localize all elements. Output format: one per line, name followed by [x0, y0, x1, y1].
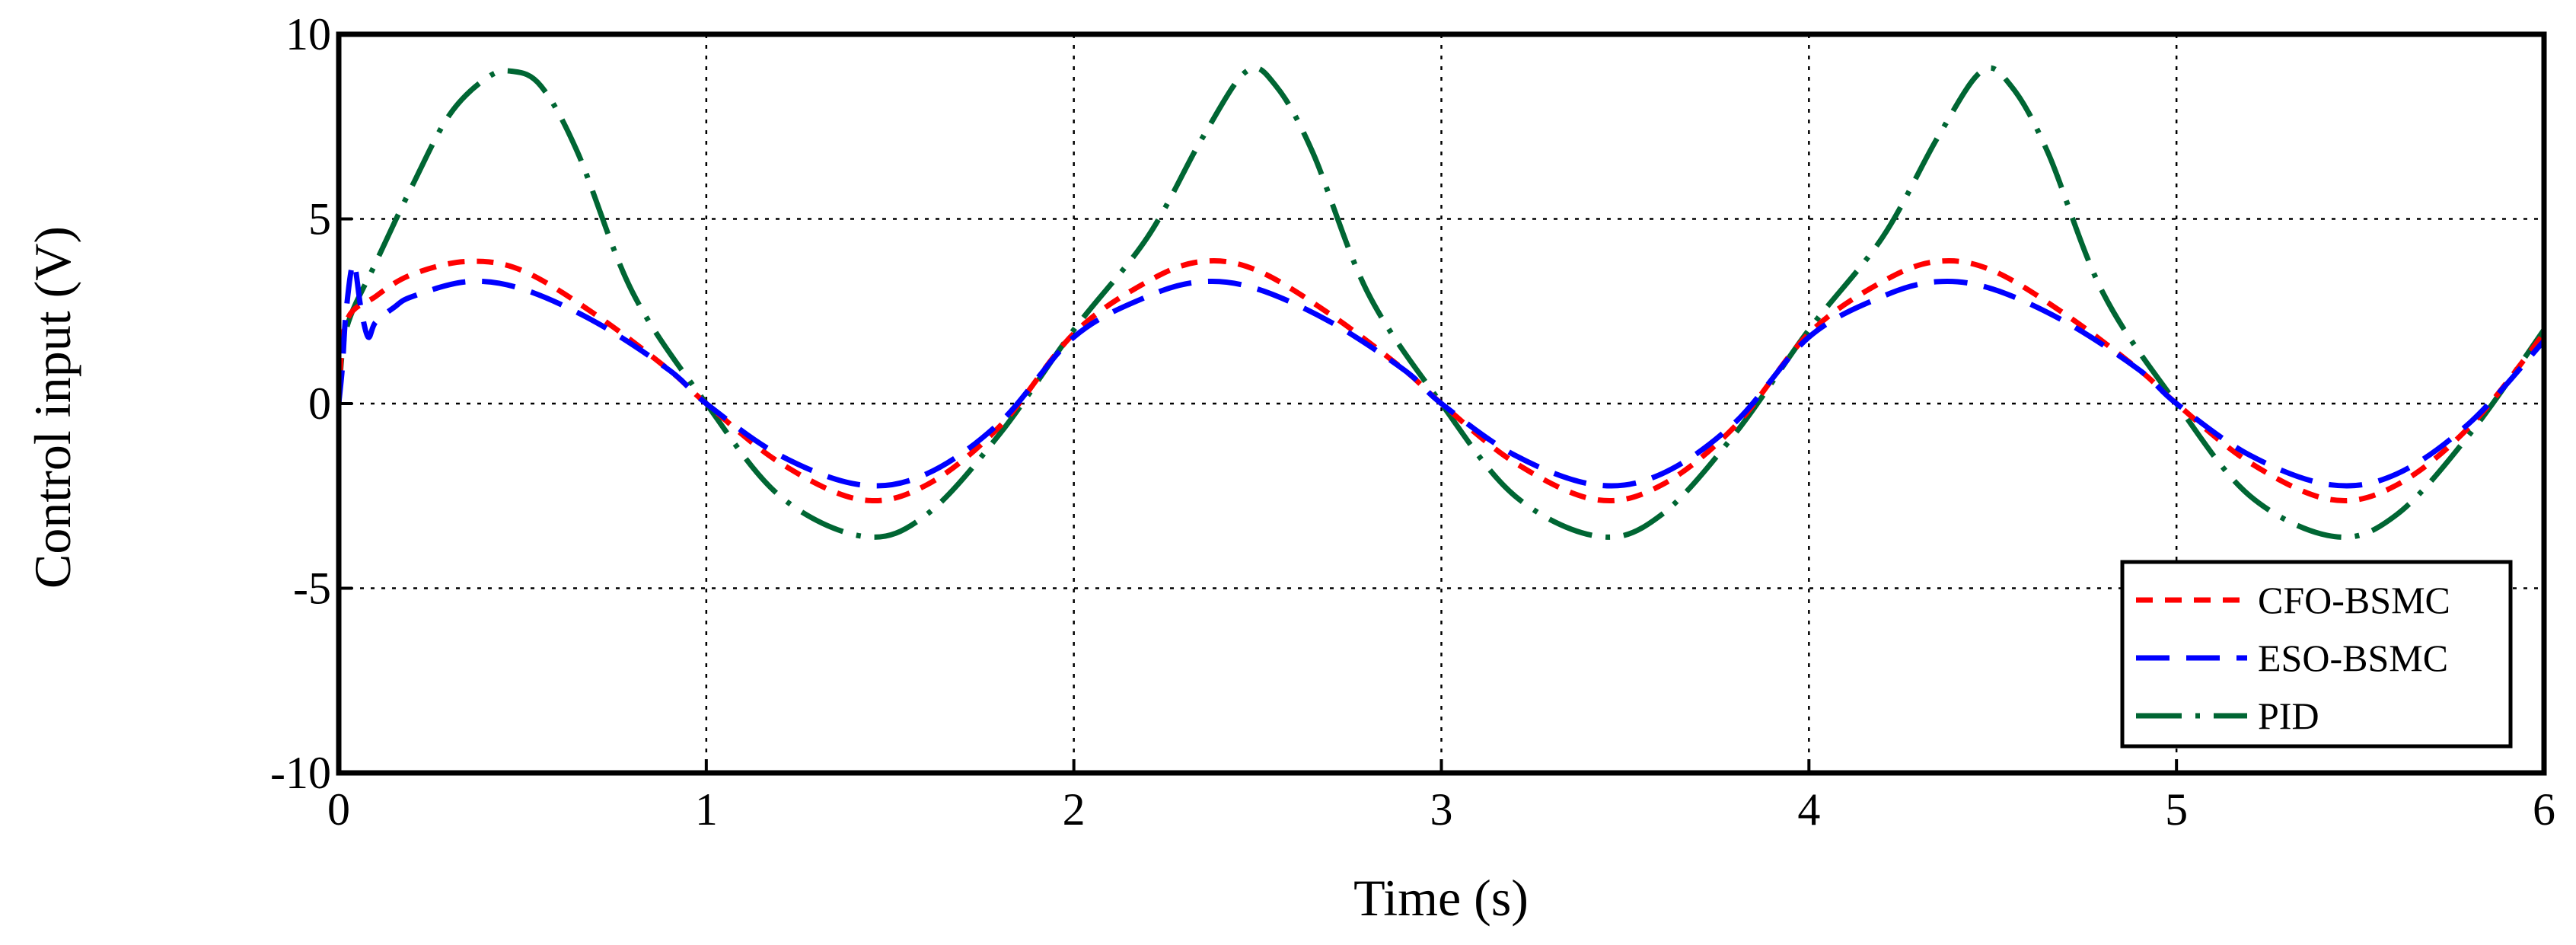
- series-lines: [336, 65, 2546, 540]
- x-tick-label: 6: [2533, 784, 2555, 835]
- series-line-cfo-bsmc: [336, 258, 2546, 504]
- x-tick-label: 0: [327, 784, 350, 835]
- y-tick-label: -5: [293, 563, 331, 614]
- x-tick-label: 3: [1430, 784, 1453, 835]
- legend-label: CFO-BSMC: [2258, 579, 2450, 621]
- legend-box: [2120, 560, 2513, 749]
- y-tick-label: 10: [285, 9, 331, 59]
- x-tick-label: 4: [1797, 784, 1820, 835]
- tick-labels: 0 1 2 3 4 5 6 -10 -5 0 5 10: [270, 9, 2555, 835]
- x-tick-label: 1: [695, 784, 718, 835]
- y-tick-label: -10: [270, 748, 331, 798]
- x-axis-title: Time (s): [1353, 869, 1529, 927]
- y-tick-label: 0: [308, 378, 331, 429]
- y-tick-label: 5: [308, 194, 331, 244]
- series-line-pid: [336, 65, 2546, 540]
- x-tick-label: 2: [1063, 784, 1086, 835]
- y-axis-title: Control input (V): [24, 226, 81, 589]
- legend: CFO-BSMC ESO-BSMC PID: [2120, 560, 2513, 749]
- series-line-eso-bsmc: [336, 260, 2546, 489]
- x-tick-label: 5: [2165, 784, 2188, 835]
- legend-label: ESO-BSMC: [2258, 637, 2448, 679]
- legend-label: PID: [2258, 694, 2319, 737]
